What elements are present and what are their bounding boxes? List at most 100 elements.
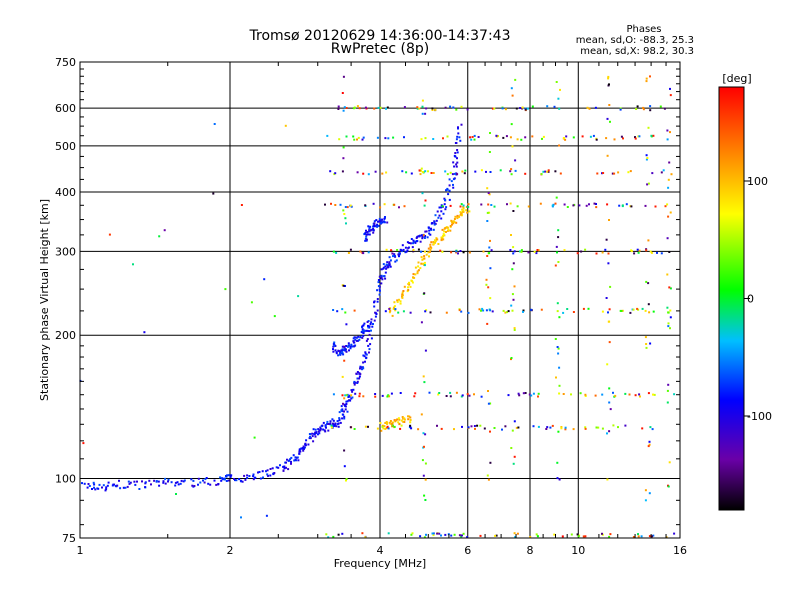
- data-point: [644, 309, 647, 312]
- data-point: [651, 172, 654, 175]
- data-point: [363, 322, 366, 325]
- data-point: [462, 209, 465, 212]
- data-point: [622, 137, 624, 140]
- data-point: [440, 206, 443, 209]
- data-point: [422, 375, 425, 378]
- data-point: [381, 425, 384, 428]
- data-point: [386, 221, 389, 224]
- data-point: [369, 229, 372, 232]
- data-point: [522, 309, 525, 312]
- data-point: [558, 392, 561, 395]
- data-point: [365, 339, 368, 342]
- data-point: [312, 428, 315, 431]
- data-point: [416, 107, 419, 110]
- data-point: [493, 427, 496, 429]
- data-point: [267, 474, 269, 477]
- data-point: [279, 464, 281, 467]
- data-point: [359, 250, 362, 253]
- data-point: [407, 286, 409, 289]
- data-point: [668, 251, 671, 253]
- data-point: [396, 300, 399, 303]
- data-point: [358, 338, 361, 341]
- data-point: [455, 138, 458, 141]
- data-point: [458, 136, 461, 139]
- data-point: [403, 418, 406, 421]
- data-point: [138, 488, 141, 490]
- data-point: [366, 329, 369, 332]
- data-point: [349, 347, 352, 350]
- data-point: [431, 222, 434, 224]
- data-point: [98, 483, 101, 486]
- data-point: [141, 480, 143, 483]
- data-point: [376, 289, 379, 292]
- data-point: [450, 534, 453, 537]
- data-point: [357, 136, 360, 139]
- data-point: [638, 393, 641, 396]
- data-point: [557, 347, 560, 350]
- data-point: [449, 105, 452, 108]
- data-point: [607, 311, 609, 314]
- data-point: [547, 170, 550, 173]
- data-point: [392, 136, 395, 139]
- data-point: [362, 252, 365, 255]
- data-point: [454, 215, 457, 218]
- data-point: [364, 425, 367, 428]
- data-point: [487, 192, 490, 194]
- data-point: [296, 456, 299, 459]
- data-point: [467, 426, 470, 429]
- data-point: [440, 239, 443, 242]
- data-point: [367, 251, 370, 254]
- data-point: [227, 479, 230, 482]
- data-point: [365, 353, 368, 356]
- data-point: [389, 259, 392, 262]
- data-point: [668, 461, 671, 464]
- data-point: [458, 215, 461, 218]
- x-tick-label: 8: [527, 544, 534, 557]
- data-point: [669, 131, 671, 134]
- data-point: [339, 203, 342, 206]
- data-point: [378, 289, 381, 292]
- data-point: [411, 246, 414, 249]
- data-point: [393, 301, 396, 304]
- data-point: [420, 167, 423, 170]
- data-point: [448, 178, 451, 181]
- data-point: [391, 252, 394, 255]
- data-point: [636, 105, 639, 108]
- data-point: [127, 480, 130, 483]
- data-point: [396, 418, 399, 421]
- data-point: [345, 400, 348, 403]
- data-point: [465, 209, 468, 212]
- data-point: [485, 309, 488, 312]
- data-point: [395, 259, 398, 262]
- data-point: [594, 106, 597, 109]
- data-point: [528, 393, 531, 396]
- data-point: [263, 278, 266, 281]
- data-point: [660, 252, 663, 255]
- data-point: [297, 459, 300, 462]
- data-point: [448, 189, 451, 192]
- data-point: [341, 417, 344, 420]
- data-point: [341, 413, 344, 416]
- data-point: [489, 402, 492, 405]
- data-point: [398, 298, 400, 301]
- data-point: [313, 433, 316, 436]
- data-point: [513, 329, 516, 331]
- data-point: [667, 325, 670, 328]
- data-point: [512, 210, 515, 212]
- data-point: [410, 427, 413, 430]
- data-point: [338, 417, 341, 420]
- data-point: [445, 206, 448, 209]
- data-point: [352, 388, 355, 391]
- data-point: [666, 401, 669, 404]
- data-point: [388, 264, 391, 266]
- data-point: [486, 187, 489, 190]
- data-point: [666, 237, 669, 240]
- data-point: [405, 171, 408, 174]
- data-point: [297, 295, 300, 298]
- data-point: [183, 479, 186, 482]
- data-point: [413, 276, 416, 279]
- data-point: [215, 483, 218, 486]
- data-point: [273, 315, 276, 318]
- data-point: [353, 309, 356, 312]
- data-point: [453, 218, 456, 220]
